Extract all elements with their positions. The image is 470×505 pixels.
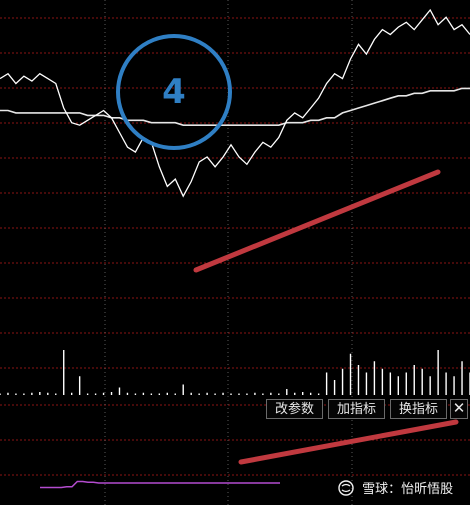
snowball-logo-icon	[338, 480, 354, 496]
indicator-line	[40, 480, 280, 489]
watermark-text: 雪球：怡昕悟股	[362, 482, 454, 497]
watermark: 雪球：怡昕悟股	[338, 478, 453, 502]
price-lines	[0, 8, 470, 198]
modify-params-button[interactable]: 改参数	[266, 399, 323, 419]
average-price-line	[0, 87, 470, 126]
price-line	[0, 8, 470, 198]
trend-line-lower	[238, 419, 459, 465]
highlight-circle	[116, 34, 232, 150]
close-button[interactable]: ✕	[450, 399, 468, 419]
trend-line-upper	[193, 169, 441, 273]
annotations	[116, 34, 459, 465]
switch-indicator-button[interactable]: 换指标	[390, 399, 447, 419]
volume-bars	[0, 350, 470, 395]
indicator-lines	[40, 480, 280, 489]
circle-number-label: 4	[162, 72, 186, 112]
add-indicator-button[interactable]: 加指标	[328, 399, 385, 419]
